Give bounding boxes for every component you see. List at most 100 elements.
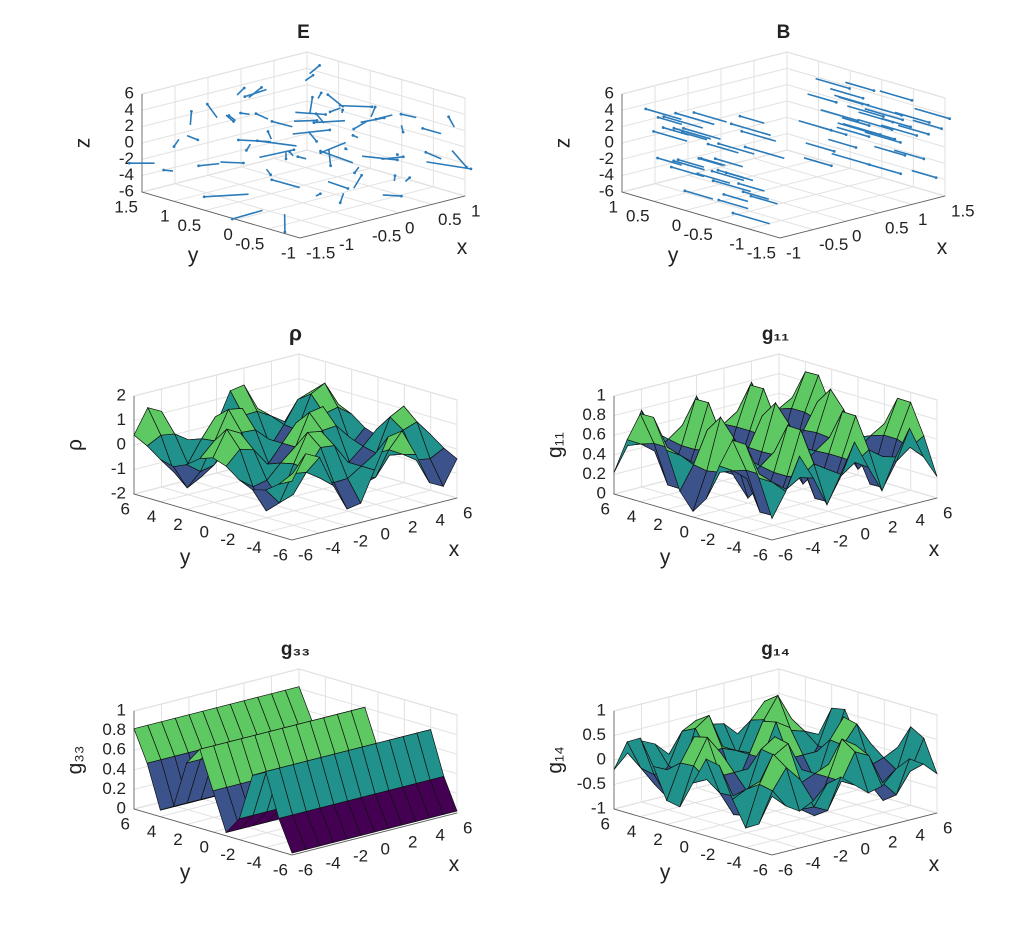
arrow [847, 105, 884, 118]
z-tick-label: 0 [597, 483, 606, 502]
grid-line [268, 186, 434, 230]
y-tick-label: 0 [223, 225, 232, 244]
y-tick-label: -2 [220, 845, 235, 864]
grid-line [306, 100, 466, 148]
arrow-head [318, 192, 322, 196]
grid-line [786, 51, 946, 99]
arrow-head [867, 124, 871, 127]
z-tick-label: 2 [605, 116, 614, 135]
grid-line [786, 84, 946, 132]
arrow [698, 157, 723, 167]
grid-line [719, 482, 885, 526]
arrow-head [722, 193, 726, 196]
x-axis-label: x [449, 538, 460, 561]
y-tick-label: 4 [147, 507, 156, 526]
arrow [742, 190, 769, 200]
arrow [292, 129, 330, 135]
arrow [744, 146, 785, 160]
arrow [308, 97, 314, 115]
arrow [163, 169, 174, 172]
arrow [259, 148, 295, 159]
arrow-head [373, 105, 377, 109]
surface-face [278, 453, 307, 485]
arrow-head [683, 189, 687, 193]
x-axis-label: x [457, 236, 468, 259]
arrow [879, 90, 913, 102]
grid-line [141, 149, 308, 193]
grid-line [141, 116, 308, 160]
grid-line [133, 668, 300, 712]
x-tick-label: 2 [408, 832, 417, 851]
grid-line [133, 353, 300, 397]
y-tick-label: -6 [753, 860, 768, 879]
x-tick-label: 6 [943, 503, 952, 522]
arrow-head [848, 87, 851, 90]
grid-line [748, 186, 914, 230]
axis-line [771, 497, 938, 541]
z-tick-label: 0.6 [102, 740, 126, 759]
z-tick-label: 2 [117, 385, 126, 404]
arrow-head [680, 131, 684, 134]
arrow [845, 81, 875, 92]
arrow [309, 64, 321, 75]
arrow [731, 123, 771, 137]
arrow-head [319, 151, 323, 155]
arrow-head [676, 158, 680, 161]
arrow [684, 189, 714, 200]
z-tick-label: 0.8 [582, 405, 606, 424]
y-tick-label: 4 [147, 822, 156, 841]
grid-line [613, 373, 780, 417]
arrow-head [266, 130, 270, 133]
grid-line [685, 167, 851, 211]
arrow-head [395, 158, 399, 162]
arrow [362, 155, 398, 161]
arrow [338, 104, 373, 108]
grid-line [236, 177, 402, 221]
arrow [841, 116, 870, 127]
arrow [718, 199, 749, 210]
chart-title: ρ [289, 323, 302, 346]
grid-line [745, 804, 911, 848]
z-tick-label: 0 [597, 749, 606, 768]
x-tick-label: -6 [778, 545, 793, 564]
arrow [677, 158, 705, 168]
arrow [807, 93, 837, 104]
arrow [831, 152, 870, 166]
z-tick-label: 0.4 [582, 444, 606, 463]
y-tick-label: 4 [627, 507, 636, 526]
arrow [320, 141, 347, 154]
arrow-head [190, 110, 193, 113]
arrow [353, 174, 363, 189]
arrow [673, 127, 712, 140]
x-tick-label: 1 [918, 210, 927, 229]
arrow [657, 116, 683, 126]
arrow [327, 93, 345, 108]
x-tick-label: -4 [326, 853, 341, 872]
arrow-head [360, 173, 364, 177]
y-tick-label: -1 [729, 234, 744, 253]
arrow-head [296, 155, 300, 159]
grid-line [173, 158, 339, 202]
arrow-head [940, 127, 943, 131]
arrow-head [662, 115, 666, 118]
arrow [400, 113, 417, 119]
x-tick-label: -1.5 [306, 243, 335, 262]
grid-line [273, 157, 433, 205]
y-tick-label: -4 [247, 853, 262, 872]
axis-line [291, 497, 458, 541]
arrow-head [697, 157, 701, 160]
arrow-head [270, 120, 274, 123]
arrow [360, 117, 385, 124]
y-tick-label: -0.5 [235, 234, 264, 253]
arrow-head [861, 102, 864, 106]
y-tick-label: 0 [200, 522, 209, 541]
arrow-head [661, 126, 665, 129]
grid-line [613, 353, 780, 397]
grid-line [621, 133, 788, 177]
grid-line [240, 166, 400, 214]
axis-line [291, 812, 458, 856]
axis-line [133, 493, 293, 541]
arrow-head [861, 96, 865, 100]
arrow [866, 163, 901, 175]
